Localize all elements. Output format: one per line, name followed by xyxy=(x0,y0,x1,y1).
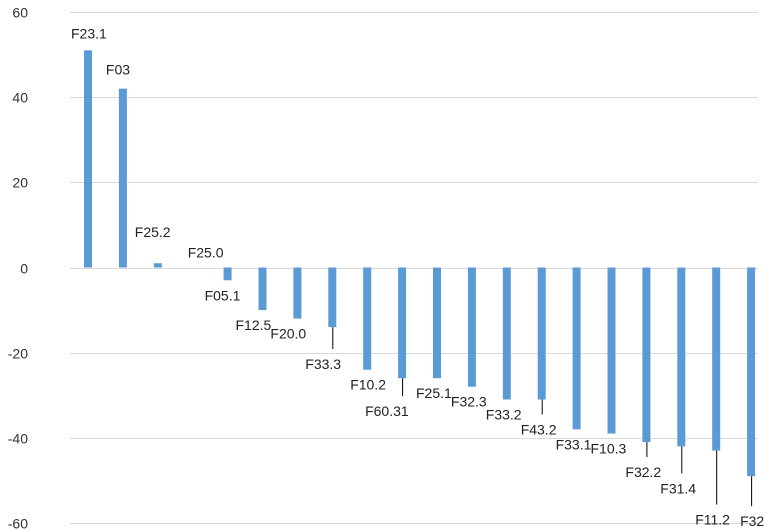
bar-F20-0 xyxy=(293,267,302,319)
data-label-F25-1: F25.1 xyxy=(416,385,452,401)
bar-F12-5 xyxy=(258,267,267,311)
data-label-F11-2: F11.2 xyxy=(695,512,730,528)
data-label-F33-2: F33.2 xyxy=(486,407,522,423)
bar-F05-1 xyxy=(223,267,232,281)
bar-F10-3 xyxy=(607,267,616,434)
data-label-F03: F03 xyxy=(106,62,130,78)
data-label-F05-1: F05.1 xyxy=(205,287,241,303)
data-label-F32-3: F32.3 xyxy=(451,394,487,410)
data-label-F10-3: F10.3 xyxy=(591,441,627,457)
bar-F33-1 xyxy=(572,267,581,430)
data-label-F33-1: F33.1 xyxy=(556,436,592,452)
y-axis-tick-labels: 60 40 20 0 -20 -40 -60 xyxy=(8,5,28,531)
data-label-F25-2: F25.2 xyxy=(135,224,171,240)
bar-F25-2 xyxy=(153,263,162,268)
bar-F03 xyxy=(118,88,127,268)
y-tick-label-40: 40 xyxy=(12,90,28,106)
bar-F32-2 xyxy=(642,267,651,443)
y-tick-label-60: 60 xyxy=(12,5,28,21)
bar-F33-2 xyxy=(502,267,511,400)
data-label-F20-0: F20.0 xyxy=(270,326,306,342)
bars xyxy=(84,50,756,477)
y-tick-label--20: -20 xyxy=(8,346,28,362)
bar-F32-3 xyxy=(467,267,476,387)
y-tick-label--40: -40 xyxy=(8,431,28,447)
bar-F10-2 xyxy=(363,267,372,370)
data-label-F32-1: F32.1 xyxy=(740,513,765,529)
y-tick-label--60: -60 xyxy=(8,516,28,531)
bar-F32-1 xyxy=(747,267,756,477)
data-label-F31-4: F31.4 xyxy=(660,480,696,496)
gridlines xyxy=(70,12,758,524)
bar-F25-1 xyxy=(433,267,441,379)
data-label-F12-5: F12.5 xyxy=(236,317,272,333)
bar-F33-3 xyxy=(328,267,337,328)
bar-F23-1 xyxy=(84,50,92,268)
bar-F43-2 xyxy=(537,267,546,400)
label-leader-lines xyxy=(332,327,753,507)
data-label-F32-2: F32.2 xyxy=(625,464,661,480)
bar-F60-31 xyxy=(398,267,407,379)
y-tick-label-0: 0 xyxy=(20,261,28,277)
bar-F11-2 xyxy=(712,267,721,451)
bar-F31-4 xyxy=(677,267,686,447)
data-label-F33-3: F33.3 xyxy=(305,356,341,372)
data-label-F10-2: F10.2 xyxy=(350,377,386,393)
data-label-F43-2: F43.2 xyxy=(521,422,557,438)
y-tick-label-20: 20 xyxy=(12,175,28,191)
data-label-F23-1: F23.1 xyxy=(71,25,107,41)
data-label-F25-0: F25.0 xyxy=(188,245,224,261)
data-label-F60-31: F60.31 xyxy=(365,403,409,419)
